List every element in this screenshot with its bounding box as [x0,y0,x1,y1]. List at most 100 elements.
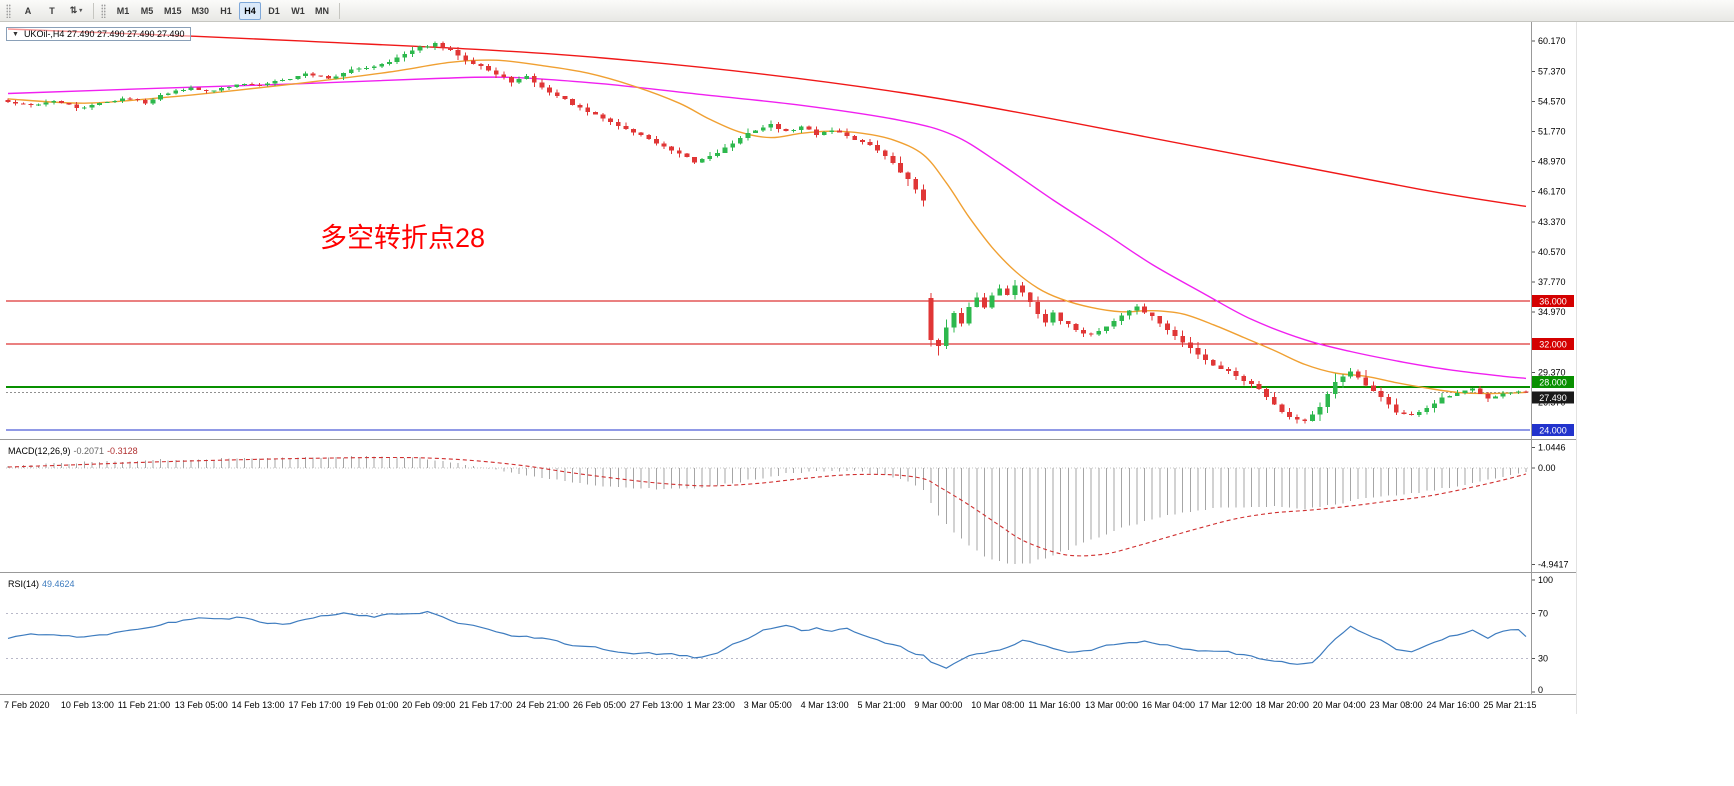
text-tool-icon: A [24,5,32,16]
timeframe-m15-button[interactable]: M15 [160,2,186,20]
svg-text:40.570: 40.570 [1538,247,1566,257]
arrow-objects-tool-icon: ⇅ [69,5,78,15]
price-scale-labels: 60.170 57.370 54.570 51.770 48.970 46.170 43.3… [1531,36,1566,407]
time-axis-label: 10 Feb 13:00 [60,700,114,710]
price-level-tags: 36.000 32.000 28.000 24.000 27.490 [1532,295,1574,436]
svg-text:37.770: 37.770 [1538,277,1566,287]
time-axis-label: 20 Feb 09:00 [402,700,456,710]
time-axis-label: 13 Mar 00:00 [1085,700,1139,710]
svg-text:32.000: 32.000 [1539,340,1567,350]
rsi-name: RSI(14) [8,579,40,589]
svg-text:70: 70 [1538,609,1548,619]
main-toolbar: A T ⇅ ▾ M1 M5 M15 M30 H1 H4 D1 W1 MN [0,0,1734,22]
macd-panel[interactable]: 1.0446 0.00 -4.9417 [0,440,1576,572]
toolbar-gripper[interactable] [101,3,106,18]
rsi-panel[interactable]: 100 70 30 0 [0,573,1576,694]
time-axis-label: 5 Mar 21:00 [857,700,906,710]
toolbar-separator [93,2,94,19]
time-axis-label: 7 Feb 2020 [4,700,50,710]
symbol-ohlc-text: UKOil-,H4 27.490 27.490 27.490 27.490 [23,29,185,39]
price-scale-axis [1531,22,1532,694]
svg-text:27.490: 27.490 [1539,393,1567,403]
text-tool-button[interactable]: A [17,2,39,20]
macd-histogram [7,455,1527,565]
annotation-text[interactable]: 多空转折点28 [320,223,485,253]
time-axis-label: 27 Feb 13:00 [629,700,683,710]
time-axis-label: 4 Mar 13:00 [800,700,849,710]
svg-text:100: 100 [1538,575,1553,585]
svg-text:29.370: 29.370 [1538,367,1566,377]
time-axis-label: 16 Mar 04:00 [1142,700,1196,710]
time-axis-label: 14 Feb 13:00 [231,700,285,710]
svg-text:-4.9417: -4.9417 [1538,559,1569,569]
svg-text:24.000: 24.000 [1539,426,1567,436]
time-axis-label: 24 Mar 16:00 [1426,700,1480,710]
timeframe-h4-button[interactable]: H4 [239,1,262,20]
time-axis-label: 9 Mar 00:00 [914,700,963,710]
svg-text:48.970: 48.970 [1538,157,1566,167]
svg-text:0: 0 [1538,685,1543,694]
rsi-value: 49.4624 [42,579,75,589]
svg-text:0.00: 0.00 [1538,463,1556,473]
price-level-tag [1532,376,1574,388]
timeframe-d1-button[interactable]: D1 [263,2,285,20]
time-axis-label: 20 Mar 04:00 [1312,700,1366,710]
price-level-tag [1532,295,1574,307]
timeframe-m30-button[interactable]: M30 [188,2,214,20]
svg-text:43.370: 43.370 [1538,217,1566,227]
candles[interactable] [5,41,1529,424]
text-label-tool-button[interactable]: T [41,2,63,20]
time-axis-label: 11 Mar 16:00 [1028,700,1081,710]
macd-signal-value: -0.3128 [107,446,138,456]
ma-mid-magenta-line[interactable] [7,76,1527,380]
svg-text:1.0446: 1.0446 [1538,443,1566,453]
svg-text:57.370: 57.370 [1538,66,1566,76]
toolbar-separator [339,2,341,19]
panel-divider[interactable] [0,694,1576,695]
panel-divider[interactable] [0,439,1576,440]
time-axis-label: 24 Feb 21:00 [516,700,570,710]
ma-fast-orange-line[interactable] [7,59,1527,395]
price-chart-panel[interactable]: 60.170 57.370 54.570 51.770 48.970 46.170 43.3… [0,22,1576,439]
svg-text:36.000: 36.000 [1539,297,1567,307]
symbol-ohlc-box[interactable]: ▼ UKOil-,H4 27.490 27.490 27.490 27.490 [6,27,191,41]
panel-divider[interactable] [0,572,1576,573]
timeframe-m5-button[interactable]: M5 [136,2,158,20]
svg-text:54.570: 54.570 [1538,96,1566,106]
price-level-tag [1532,338,1574,350]
macd-indicator-label: MACD(12,26,9) -0.2071 -0.3128 [8,446,141,456]
time-axis-label: 1 Mar 23:00 [686,700,735,710]
svg-text:28.000: 28.000 [1539,378,1567,388]
time-axis-label: 3 Mar 05:00 [743,700,792,710]
time-axis-label: 25 Mar 21:15 [1483,700,1537,710]
time-axis-label: 13 Feb 05:00 [174,700,228,710]
macd-main-value: -0.2071 [73,446,105,456]
svg-text:60.170: 60.170 [1538,36,1566,46]
timeframe-h1-button[interactable]: H1 [215,2,237,20]
ma-slow-red-line[interactable] [7,28,1527,208]
timeframe-mn-button[interactable]: MN [311,2,333,20]
text-label-tool-icon: T [49,5,55,16]
time-axis-label: 17 Mar 12:00 [1198,700,1252,710]
rsi-scale-labels: 100 70 30 0 [1531,575,1553,694]
time-axis: 7 Feb 2020 10 Feb 13:00 11 Feb 21:00 13 Feb… [0,696,1576,714]
horizontal-level-lines[interactable] [6,300,1530,431]
svg-text:30: 30 [1538,653,1548,663]
time-axis-label: 17 Feb 17:00 [288,700,342,710]
svg-text:51.770: 51.770 [1538,126,1566,136]
macd-signal-line [7,456,1527,557]
rsi-indicator-label: RSI(14) 49.4624 [8,579,78,589]
time-axis-label: 26 Feb 05:00 [573,700,627,710]
collapse-chart-icon[interactable]: ▼ [12,30,19,38]
time-axis-label: 10 Mar 08:00 [971,700,1025,710]
timeframe-w1-button[interactable]: W1 [287,2,309,20]
current-price-tag [1532,391,1574,404]
macd-name: MACD(12,26,9) [8,446,71,456]
time-axis-label: 19 Feb 01:00 [345,700,399,710]
arrow-objects-tool-button[interactable]: ⇅ ▾ [65,2,87,20]
toolbar-gripper[interactable] [6,3,11,18]
time-axis-label: 21 Feb 17:00 [459,700,513,710]
timeframe-m1-button[interactable]: M1 [112,2,134,20]
svg-text:34.970: 34.970 [1538,307,1566,317]
